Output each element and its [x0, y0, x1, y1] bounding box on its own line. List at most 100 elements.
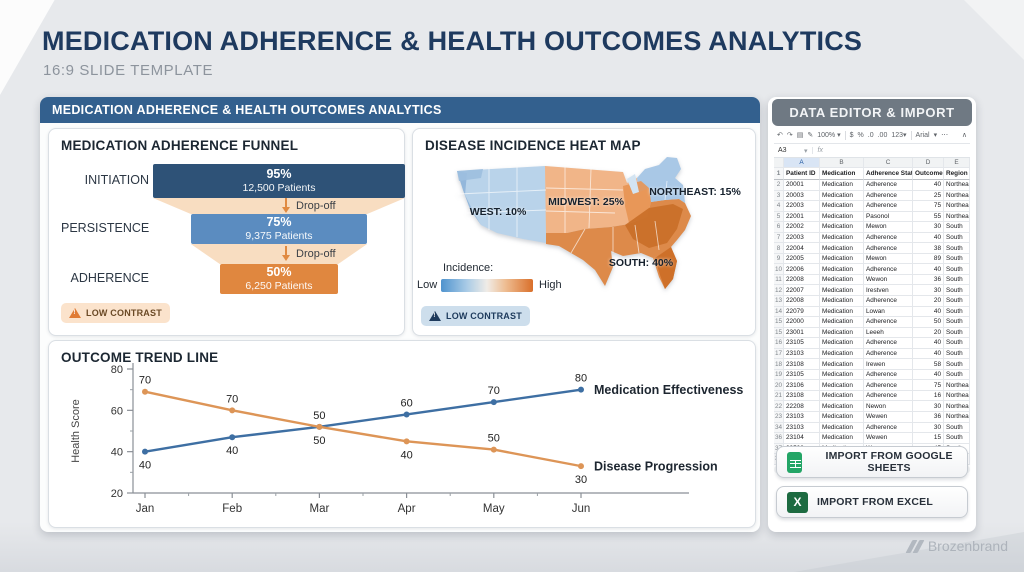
sheet-cell[interactable]: South [944, 253, 970, 265]
sheet-cell[interactable]: 22208 [784, 401, 820, 413]
row-number[interactable]: 16 [774, 338, 784, 349]
collapse-toolbar-icon[interactable]: ∧ [961, 132, 967, 139]
sheet-cell[interactable]: Medication [820, 369, 864, 381]
sheet-cell[interactable]: Medication [820, 327, 864, 339]
cell-reference[interactable]: A3 [778, 147, 787, 154]
sheet-cell[interactable]: Newon [864, 401, 913, 413]
row-number[interactable]: 36 [774, 433, 784, 444]
row-number[interactable]: 10 [774, 264, 784, 275]
sheet-cell[interactable]: 50 [913, 317, 944, 328]
sheet-cell[interactable]: Adherence [864, 380, 913, 391]
row-number[interactable]: 5 [774, 211, 784, 223]
sheet-cell[interactable]: 22000 [784, 317, 820, 328]
sheet-cell[interactable]: Adherence [864, 296, 913, 307]
import-google-sheets-button[interactable]: IMPORT FROM GOOGLE SHEETS [776, 446, 968, 478]
formula-bar[interactable]: A3 ▾ fx [774, 144, 970, 158]
sheet-cell[interactable]: 75 [913, 380, 944, 391]
sheet-cell[interactable]: 20001 [784, 180, 820, 191]
sheet-cell[interactable]: 23104 [784, 433, 820, 444]
sheet-cell[interactable]: Northeast [944, 401, 970, 413]
sheet-header-cell[interactable]: Medication [820, 168, 864, 180]
sheet-cell[interactable]: 22007 [784, 285, 820, 297]
sheet-cell[interactable]: Northeast [944, 190, 970, 202]
percent-format-button[interactable]: % [857, 131, 864, 139]
row-number[interactable]: 18 [774, 359, 784, 370]
sheet-cell[interactable]: Wewen [864, 433, 913, 444]
sheet-cell[interactable]: Irestven [864, 285, 913, 297]
sheet-cell[interactable]: Wewen [864, 412, 913, 423]
sheet-cell[interactable]: Northeast [944, 211, 970, 223]
sheet-cell[interactable]: Medication [820, 296, 864, 307]
font-select[interactable]: Arial [915, 131, 930, 139]
sheet-cell[interactable]: 22004 [784, 243, 820, 254]
sheet-cell[interactable]: 40 [913, 264, 944, 275]
redo-icon[interactable]: ↷ [786, 132, 793, 139]
sheet-header-cell[interactable]: Patient ID [784, 168, 820, 180]
row-number[interactable]: 23 [774, 412, 784, 423]
sheet-cell[interactable]: Northeast [944, 180, 970, 191]
sheet-cell[interactable]: South [944, 317, 970, 328]
sheet-cell[interactable]: Medication [820, 211, 864, 223]
sheet-cell[interactable]: 40 [913, 348, 944, 360]
sheet-header-cell[interactable]: Adherence Statu [864, 168, 913, 180]
sheet-cell[interactable]: Wewon [864, 274, 913, 286]
sheet-cell[interactable]: Medication [820, 180, 864, 191]
sheet-cell[interactable]: 23103 [784, 348, 820, 360]
row-number[interactable]: 4 [774, 201, 784, 212]
sheet-cell[interactable]: 22005 [784, 253, 820, 265]
row-number[interactable]: 17 [774, 348, 784, 360]
sheet-cell[interactable]: Irewen [864, 359, 913, 370]
sheet-cell[interactable]: Medication [820, 243, 864, 254]
sheet-cell[interactable]: Adherence [864, 422, 913, 434]
row-number[interactable]: 15 [774, 317, 784, 328]
row-number[interactable]: 21 [774, 390, 784, 402]
sheet-cell[interactable]: South [944, 422, 970, 434]
sheet-cell[interactable]: Medication [820, 348, 864, 360]
sheet-cell[interactable]: 22002 [784, 222, 820, 233]
row-number[interactable]: 6 [774, 222, 784, 233]
sheet-cell[interactable]: 58 [913, 359, 944, 370]
sheet-cell[interactable]: Medication [820, 190, 864, 202]
sheet-cell[interactable]: Medication [820, 264, 864, 275]
sheet-cell[interactable]: South [944, 359, 970, 370]
sheet-cell[interactable]: 22008 [784, 274, 820, 286]
row-number[interactable]: 7 [774, 232, 784, 244]
sheet-cell[interactable]: Northeast [944, 380, 970, 391]
row-number[interactable]: 13 [774, 296, 784, 307]
currency-format-button[interactable]: $ [849, 131, 854, 139]
sheet-cell[interactable]: Adherence [864, 338, 913, 349]
sheet-cell[interactable]: Lowan [864, 306, 913, 318]
row-number[interactable]: 20 [774, 380, 784, 391]
sheet-cell[interactable]: 16 [913, 390, 944, 402]
sheet-cell[interactable]: 23106 [784, 380, 820, 391]
sheet-cell[interactable]: Medication [820, 338, 864, 349]
sheet-cell[interactable]: 30 [913, 222, 944, 233]
decrease-decimal-button[interactable]: .0 [867, 131, 874, 139]
sheet-cell[interactable]: 22003 [784, 201, 820, 212]
sheet-cell[interactable]: Adherence [864, 201, 913, 212]
sheet-cell[interactable]: Medication [820, 422, 864, 434]
sheet-cell[interactable]: 22003 [784, 232, 820, 244]
sheet-cell[interactable]: Mewon [864, 253, 913, 265]
sheet-cell[interactable]: Adherence [864, 369, 913, 381]
sheet-cell[interactable]: 22001 [784, 211, 820, 223]
sheet-cell[interactable]: 15 [913, 433, 944, 444]
sheet-cell[interactable]: 25 [913, 190, 944, 202]
sheet-cell[interactable]: Adherence [864, 348, 913, 360]
column-header-C[interactable]: C [864, 158, 913, 168]
sheet-cell[interactable]: South [944, 232, 970, 244]
row-number[interactable]: 34 [774, 422, 784, 434]
row-number[interactable]: 12 [774, 285, 784, 297]
row-number[interactable]: 3 [774, 190, 784, 202]
sheet-cell[interactable]: 30 [913, 422, 944, 434]
sheet-cell[interactable]: 23103 [784, 412, 820, 423]
row-number[interactable]: 11 [774, 274, 784, 286]
sheet-cell[interactable]: 23001 [784, 327, 820, 339]
sheet-cell[interactable]: 40 [913, 232, 944, 244]
row-number[interactable]: 15 [774, 327, 784, 339]
sheet-header-cell[interactable]: Region [944, 168, 970, 180]
sheet-cell[interactable]: 36 [913, 412, 944, 423]
sheet-cell[interactable]: 55 [913, 211, 944, 223]
sheet-cell[interactable]: Medication [820, 253, 864, 265]
more-formats-button[interactable]: 123▾ [891, 132, 907, 139]
